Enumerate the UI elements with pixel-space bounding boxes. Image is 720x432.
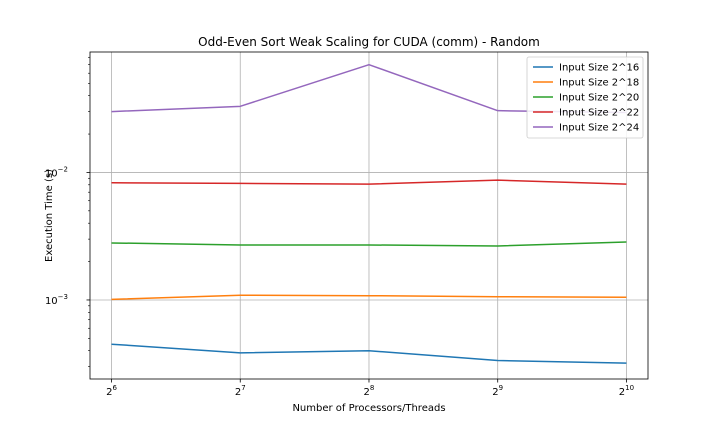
x-tick-label-exponent: 6 [112, 384, 117, 392]
series-line-1 [111, 343, 627, 364]
x-tick-label: 29 [492, 384, 503, 398]
legend-label-2: Input Size 2^18 [559, 78, 639, 89]
y-axis-label: Execution Time (s) [44, 169, 55, 262]
x-tick-label: 27 [235, 384, 246, 398]
y-tick-label: 10−3 [45, 293, 68, 307]
y-tick-label-base: 10 [45, 296, 58, 307]
x-tick-label-base: 2 [619, 387, 625, 398]
y-tick-label-base: 10 [45, 168, 58, 179]
series-line-3 [111, 241, 627, 247]
x-tick-label-base: 2 [235, 387, 241, 398]
x-tick-label-base: 2 [364, 387, 370, 398]
legend-label-5: Input Size 2^24 [559, 123, 639, 134]
x-axis-label: Number of Processors/Threads [292, 403, 445, 414]
series-line-4 [111, 179, 627, 185]
series-line-2 [111, 294, 627, 301]
y-tick-label: 10−2 [45, 165, 68, 179]
x-tick-label-base: 2 [106, 387, 112, 398]
x-tick-label-exponent: 8 [370, 384, 374, 392]
legend-label-1: Input Size 2^16 [559, 63, 639, 74]
legend-frame [526, 56, 644, 139]
legend: Input Size 2^16 Input Size 2^18 Input Size… [526, 56, 644, 139]
x-tick-label-exponent: 7 [241, 384, 245, 392]
x-tick-label: 210 [619, 384, 634, 398]
legend-label-4: Input Size 2^22 [559, 108, 639, 119]
x-tick-label: 26 [106, 384, 117, 398]
x-tick-label-exponent: 10 [625, 384, 634, 392]
legend-label-3: Input Size 2^20 [559, 93, 639, 104]
x-tick-label-exponent: 9 [499, 384, 503, 392]
chart-title: Odd-Even Sort Weak Scaling for CUDA (com… [198, 35, 540, 49]
y-tick-label-exponent: −3 [58, 293, 68, 301]
x-tick-label: 28 [364, 384, 375, 398]
x-tick-label-base: 2 [492, 387, 498, 398]
y-tick-label-exponent: −2 [58, 165, 68, 173]
